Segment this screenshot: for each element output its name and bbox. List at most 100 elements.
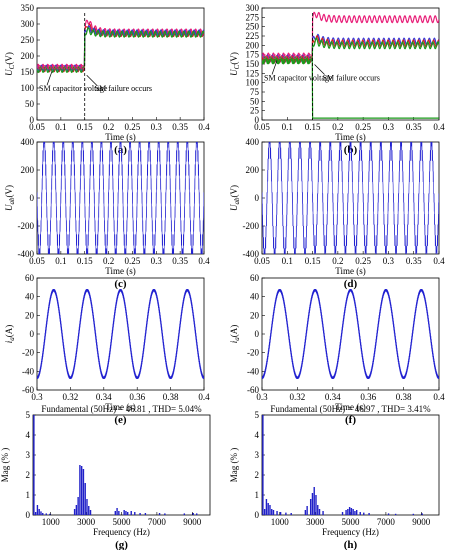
x-tick-label: 0.3 (383, 256, 395, 266)
x-axis-label: Time (s) (335, 266, 365, 276)
plot-area (37, 288, 204, 380)
y-tick-label: 200 (21, 165, 35, 175)
data-marker (70, 64, 75, 70)
x-tick-label: 0.4 (433, 256, 445, 266)
data-marker (287, 54, 293, 59)
x-tick-labels: 1000 3000 5000 7000 9000 (271, 512, 431, 527)
x-tick-label: 0.05 (254, 256, 270, 266)
y-tick-label: 4 (26, 430, 31, 440)
y-tick-label: 0 (26, 510, 31, 520)
harmonic-bar (42, 513, 44, 515)
data-marker (75, 64, 80, 70)
harmonic-bar (134, 512, 136, 515)
x-axis-label: Time (s) (335, 132, 365, 142)
x-tick-label: 0.25 (355, 122, 371, 132)
x-axis-label: Frequency (Hz) (93, 527, 150, 537)
x-tick-label: 1000 (271, 517, 290, 527)
x-tick-label: 0.1 (282, 256, 293, 266)
y-tick-label: 250 (21, 35, 35, 45)
harmonic-bar (118, 511, 120, 515)
y-tick-label: 300 (21, 19, 35, 29)
panel-caption: (b) (344, 144, 358, 156)
x-tick-labels: 0.05 0.1 0.15 0.2 0.25 0.3 0.35 0.4 (29, 251, 210, 266)
harmonic-bar (354, 511, 356, 515)
x-tick-label: 0.3 (151, 256, 163, 266)
harmonic-bar (387, 513, 390, 515)
y-axis-label: ia(A) (229, 325, 241, 344)
y-tick-label: 0 (255, 510, 260, 520)
x-axis-label: Frequency (Hz) (322, 527, 379, 537)
harmonic-bar (38, 509, 40, 515)
x-tick-label: 5000 (342, 517, 361, 527)
x-tick-label: 0.25 (125, 256, 141, 266)
harmonic-bar (79, 465, 81, 515)
plot-area (262, 415, 423, 515)
y-axis-label: Mag (% ) (0, 448, 10, 483)
x-tick-label: 0.32 (290, 392, 306, 402)
harmonic-bar (144, 513, 147, 515)
y-tick-label: 5 (255, 410, 260, 420)
panel-caption: (c) (114, 278, 127, 290)
panel-c: 0.05 0.1 0.15 0.2 0.25 0.3 0.35 0.4 -400 -200 0 200… (4, 137, 210, 290)
data-marker (37, 64, 42, 70)
harmonic-bar (265, 499, 268, 515)
annotation-arrow (86, 74, 97, 86)
y-tick-label: 400 (246, 137, 260, 147)
panel-caption: (e) (114, 414, 127, 426)
y-tick-label: 0 (255, 115, 260, 125)
data-marker (272, 54, 277, 59)
annotation-arrow (314, 64, 325, 75)
harmonic-bar (315, 495, 317, 515)
x-tick-labels: 0.05 0.1 0.15 0.2 0.25 0.3 0.35 0.4 (254, 251, 445, 266)
x-tick-labels: 0.3 0.32 0.34 0.36 0.38 0.4 (256, 387, 445, 402)
x-tick-label: 0.38 (396, 392, 412, 402)
harmonic-bar (114, 511, 117, 515)
harmonic-bar (272, 510, 275, 515)
y-tick-label: 4 (255, 430, 260, 440)
data-marker (262, 54, 267, 59)
y-tick-label: 150 (246, 59, 260, 69)
harmonic-bar (394, 513, 397, 515)
y-tick-label: 300 (246, 3, 260, 13)
x-tick-label: 0.35 (406, 256, 422, 266)
y-tick-labels: 0 50 100 150 200 250 300 350 (21, 3, 40, 125)
panel-caption: (h) (344, 539, 358, 550)
harmonic-bar (73, 509, 76, 515)
harmonic-bar (77, 497, 79, 515)
harmonic-bar (75, 505, 78, 515)
y-tick-label: 100 (21, 83, 35, 93)
y-tick-label: 25 (250, 106, 260, 116)
data-marker (282, 54, 287, 59)
harmonic-bar (82, 469, 85, 515)
x-tick-label: 0.34 (325, 392, 341, 402)
y-axis-label: ia(A) (4, 325, 16, 344)
annotation-arrow (271, 60, 278, 75)
x-tick-label: 0.35 (172, 122, 188, 132)
x-tick-label: 0.25 (125, 122, 141, 132)
y-tick-label: -20 (247, 348, 259, 358)
y-tick-label: 125 (246, 68, 260, 78)
x-tick-label: 0.15 (77, 122, 93, 132)
series-line-4 (262, 56, 439, 119)
harmonic-bar (341, 512, 344, 515)
y-tick-label: 40 (25, 292, 35, 302)
panel-caption: (f) (345, 414, 356, 426)
harmonic-bar (86, 499, 88, 515)
x-tick-label: 9000 (183, 517, 202, 527)
y-axis-label: Uab(V) (4, 185, 16, 211)
x-tick-label: 0.32 (63, 392, 79, 402)
y-tick-labels: -60 -40 -20 0 20 40 60 (22, 273, 40, 395)
x-tick-labels: 0.3 0.32 0.34 0.36 0.38 0.4 (31, 387, 210, 402)
y-tick-label: 3 (26, 450, 31, 460)
x-tick-label: 0.38 (163, 392, 179, 402)
harmonic-bar (263, 509, 266, 515)
y-tick-label: 250 (246, 22, 260, 32)
x-tick-label: 0.4 (433, 122, 445, 132)
panel-caption: (d) (344, 278, 358, 290)
y-tick-label: 75 (250, 87, 260, 97)
x-tick-label: 1000 (42, 517, 61, 527)
x-tick-label: 0.4 (198, 392, 210, 402)
harmonic-bar (89, 510, 92, 515)
harmonic-bar (352, 509, 354, 515)
